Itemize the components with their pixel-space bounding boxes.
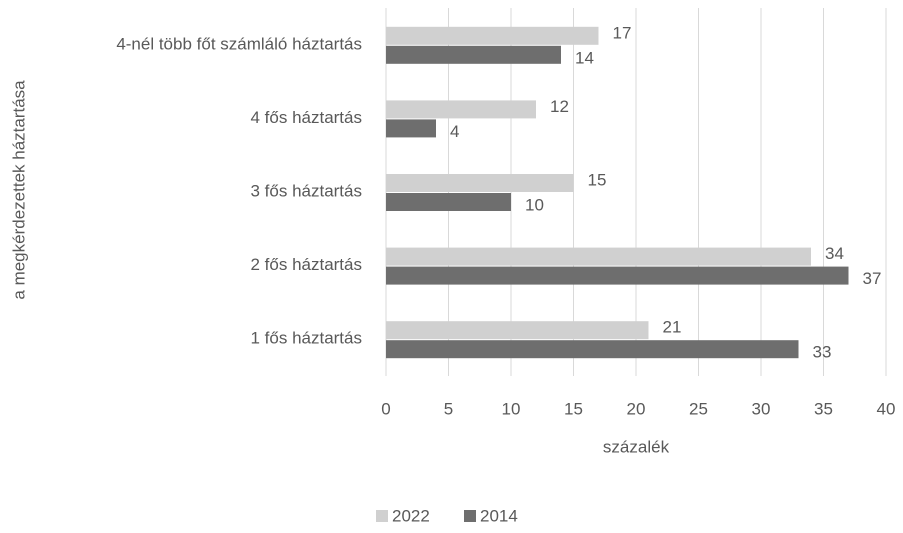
x-tick-label: 30 xyxy=(752,399,771,418)
bar xyxy=(386,193,511,211)
legend-swatch xyxy=(376,510,388,522)
x-tick-label: 40 xyxy=(877,399,896,418)
legend-swatch xyxy=(464,510,476,522)
data-label: 34 xyxy=(825,244,844,263)
data-label: 37 xyxy=(863,269,882,288)
bar xyxy=(386,26,599,45)
data-label: 15 xyxy=(588,170,607,189)
y-axis-title: a megkérdezettek háztartása xyxy=(9,80,28,300)
y-tick-label: 4 fős háztartás xyxy=(250,108,362,127)
y-tick-label: 1 fős háztartás xyxy=(250,329,362,348)
x-axis-title: százalék xyxy=(603,437,670,456)
data-label: 12 xyxy=(550,97,569,116)
data-label: 33 xyxy=(813,343,832,362)
y-tick-label: 2 fős háztartás xyxy=(250,255,362,274)
bar xyxy=(386,247,811,266)
data-label: 10 xyxy=(525,195,544,214)
bar xyxy=(386,45,561,64)
x-tick-label: 25 xyxy=(689,399,708,418)
data-label: 21 xyxy=(663,318,682,337)
y-tick-label: 4-nél több főt számláló háztartás xyxy=(116,34,362,53)
bar xyxy=(386,340,799,359)
bar xyxy=(386,174,574,192)
x-tick-label: 15 xyxy=(564,399,583,418)
bar xyxy=(386,321,649,340)
x-tick-label: 10 xyxy=(502,399,521,418)
bar xyxy=(386,266,849,285)
bar xyxy=(386,119,436,138)
y-tick-label: 3 fős háztartás xyxy=(250,181,362,200)
data-label: 4 xyxy=(450,122,459,141)
x-tick-label: 20 xyxy=(627,399,646,418)
x-tick-label: 0 xyxy=(381,399,390,418)
legend-label: 2014 xyxy=(480,506,518,525)
legend-label: 2022 xyxy=(392,506,430,525)
x-tick-label: 35 xyxy=(814,399,833,418)
x-tick-label: 5 xyxy=(444,399,453,418)
bar xyxy=(386,100,536,119)
data-label: 17 xyxy=(613,23,632,42)
data-label: 14 xyxy=(575,48,594,67)
